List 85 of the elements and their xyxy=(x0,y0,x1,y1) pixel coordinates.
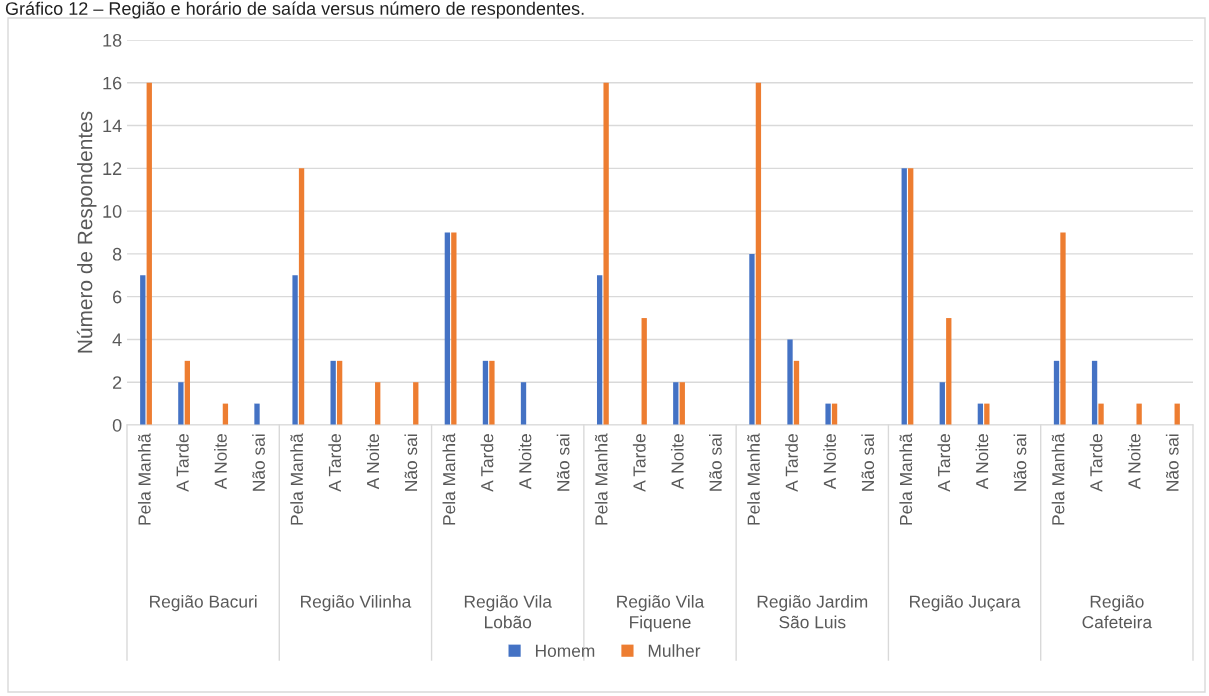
bar xyxy=(140,275,146,425)
bar xyxy=(330,360,336,425)
y-tick-label: 14 xyxy=(103,119,122,133)
x-tick-label: Pela Manhã xyxy=(137,433,151,525)
y-tick-label: 10 xyxy=(103,205,122,218)
x-tick-label: A Noite xyxy=(975,434,989,490)
bar xyxy=(825,403,831,425)
legend-label: Homem xyxy=(535,644,595,657)
x-tick-label: Pela Manhã xyxy=(594,433,608,525)
bar xyxy=(1091,360,1098,425)
bar xyxy=(641,318,647,425)
x-tick-label: A Noite xyxy=(366,434,380,490)
bar xyxy=(679,382,685,425)
x-tick-label: A Tarde xyxy=(632,434,646,492)
x-tick-label: Pela Manhã xyxy=(442,433,456,525)
x-tick-label: Não sai xyxy=(556,434,570,491)
x-tick-label: A Tarde xyxy=(1089,434,1103,492)
bar xyxy=(489,360,495,425)
y-axis-title: Número de Respondentes xyxy=(76,111,97,353)
x-tick-label: A Noite xyxy=(214,434,227,490)
x-tick-label: A Noite xyxy=(823,434,836,490)
bar xyxy=(482,360,489,425)
bar xyxy=(336,360,343,425)
bar xyxy=(603,82,609,425)
bar xyxy=(793,360,800,425)
y-tick-label: 4 xyxy=(112,333,122,346)
x-tick-label: Não sai xyxy=(709,434,722,491)
bar xyxy=(254,403,260,425)
bar xyxy=(413,382,419,425)
bar xyxy=(908,168,914,425)
bar xyxy=(298,168,305,425)
x-tick-label: A Tarde xyxy=(328,434,342,492)
x-tick-label: Pela Manhã xyxy=(747,433,760,525)
bar xyxy=(901,168,907,425)
bar xyxy=(1060,232,1066,425)
bar xyxy=(178,382,184,425)
text: Região Cafeteira xyxy=(1082,595,1153,629)
chart-title: Gráfico 12 – Região e horário de saída versus número de respondentes. xyxy=(5,1,584,19)
x-tick-label: Pela Manhã xyxy=(290,433,303,525)
bar xyxy=(596,275,603,425)
x-tick-label: A Tarde xyxy=(785,434,798,492)
bar xyxy=(451,232,457,425)
y-tick-label: 12 xyxy=(103,162,122,175)
text: Região Bacuri xyxy=(150,595,257,612)
x-tick-label: A Tarde xyxy=(480,434,494,492)
text: Região Vilinha xyxy=(301,595,412,612)
bar xyxy=(146,82,152,425)
x-tick-label: Não sai xyxy=(404,434,418,491)
bar xyxy=(184,360,191,425)
x-tick-label: A Tarde xyxy=(937,434,951,492)
text: Região Vila Lobão xyxy=(464,595,552,629)
x-tick-label: Não sai xyxy=(1013,434,1027,491)
text: Região Juçara xyxy=(910,595,1021,612)
bar xyxy=(787,339,793,425)
bar xyxy=(749,253,755,425)
y-tick-label: 18 xyxy=(103,33,122,47)
bar xyxy=(755,82,762,425)
bar xyxy=(1136,403,1142,425)
bar xyxy=(375,382,381,425)
legend-label: Mulher xyxy=(648,644,701,657)
bar xyxy=(292,275,298,425)
x-tick-label: Pela Manhã xyxy=(899,433,913,525)
bar xyxy=(444,232,451,425)
bar xyxy=(946,318,952,425)
y-tick-label: 2 xyxy=(113,376,122,389)
text: Região Vila Fiquene xyxy=(617,595,705,632)
bar xyxy=(984,403,990,425)
y-tick-label: 8 xyxy=(112,247,122,261)
x-tick-label: Não sai xyxy=(861,434,875,491)
bar xyxy=(520,382,527,425)
x-tick-label: Não sai xyxy=(252,434,265,491)
x-tick-label: Pela Manhã xyxy=(1051,433,1065,525)
y-tick-label: 6 xyxy=(113,290,122,304)
x-tick-label: A Noite xyxy=(670,434,684,490)
text: Região Jardim São Luis xyxy=(757,595,868,629)
bar xyxy=(673,382,679,425)
y-tick-label: 16 xyxy=(103,76,122,90)
x-tick-label: A Tarde xyxy=(176,434,189,492)
bar xyxy=(1053,360,1060,425)
x-tick-label: Não sai xyxy=(1165,434,1179,491)
bar xyxy=(1098,403,1104,425)
y-tick-label: 0 xyxy=(112,418,122,432)
x-tick-label: A Noite xyxy=(518,434,532,490)
bar xyxy=(939,382,945,425)
x-tick-label: A Noite xyxy=(1127,434,1141,490)
